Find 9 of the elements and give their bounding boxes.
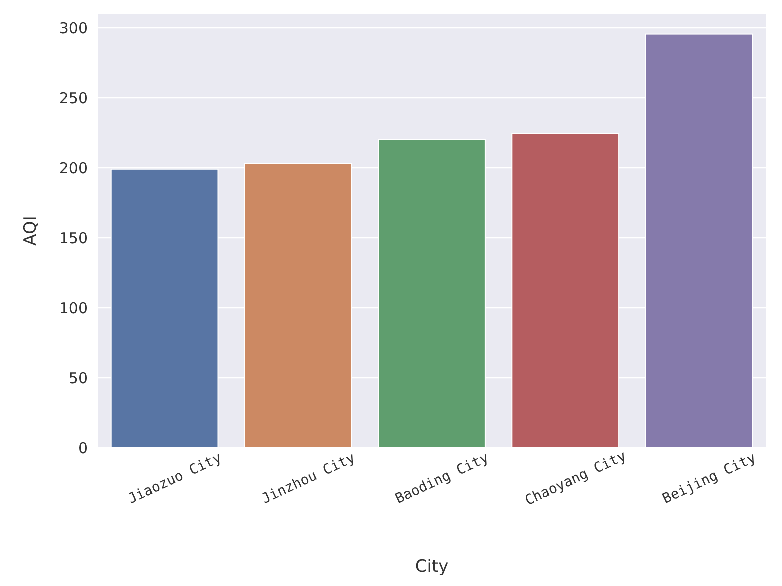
x-axis-title: City <box>415 557 449 577</box>
y-tick-label: 250 <box>59 89 88 108</box>
y-tick-label: 300 <box>59 19 88 38</box>
y-tick-label: 0 <box>78 439 88 458</box>
y-tick-label: 100 <box>59 299 88 318</box>
y-axis-title: AQI <box>21 216 41 246</box>
y-tick-label: 50 <box>68 369 88 388</box>
y-tick-label: 150 <box>59 229 88 248</box>
y-tick-label: 200 <box>59 159 88 178</box>
